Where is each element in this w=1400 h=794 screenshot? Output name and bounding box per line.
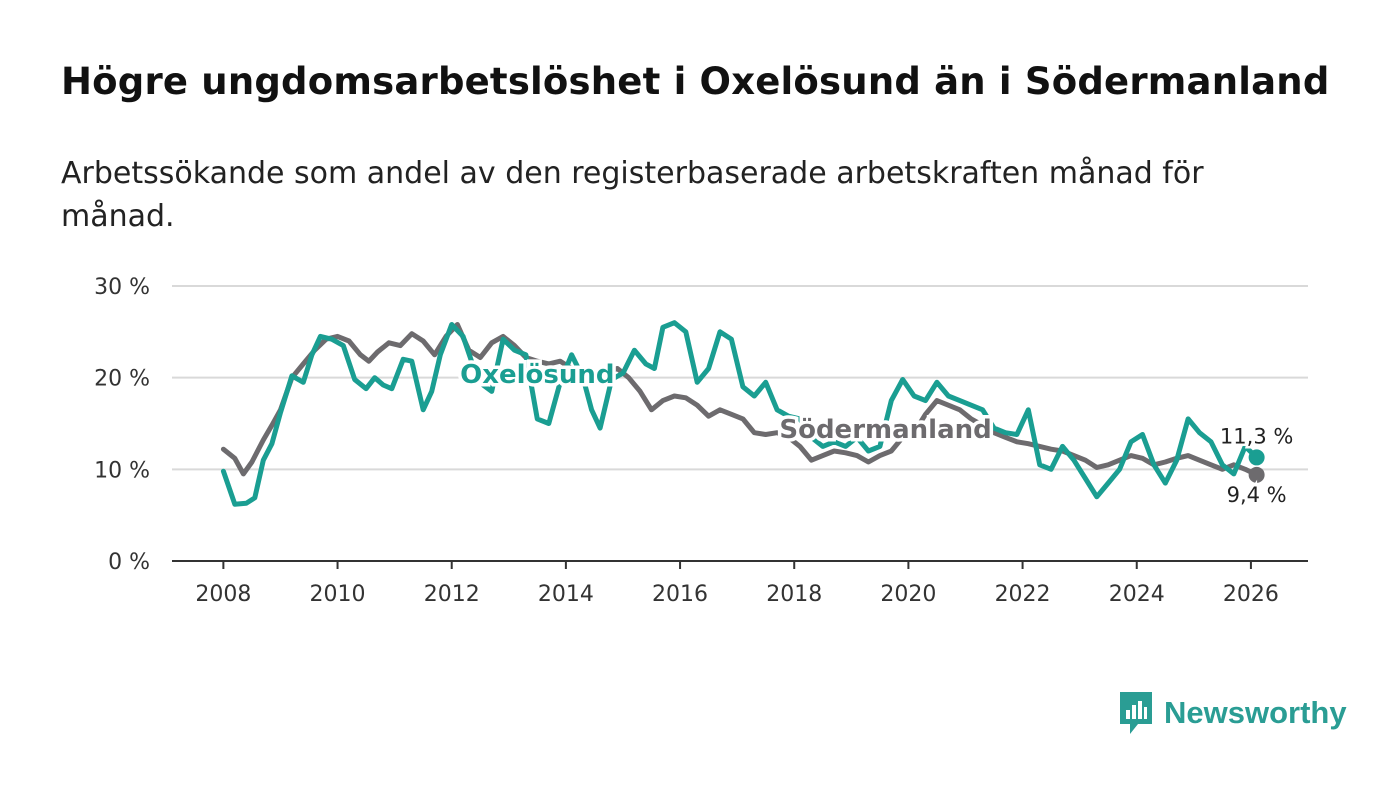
end-point-sodermanland — [1248, 466, 1265, 483]
end-label-oxelosund: 11,3 % — [1220, 424, 1293, 448]
x-tick-label: 2020 — [880, 582, 936, 607]
end-label-sodermanland: 9,4 % — [1227, 483, 1287, 507]
y-tick-label: 0 % — [108, 550, 150, 575]
series-label-sodermanland: Södermanland — [779, 415, 991, 445]
series-label-oxelosund: Oxelösund — [460, 360, 614, 390]
x-tick-label: 2010 — [310, 582, 366, 607]
x-tick-label: 2018 — [766, 582, 822, 607]
brand-name: Newsworthy — [1164, 695, 1347, 730]
x-tick-label: 2016 — [652, 582, 708, 607]
y-tick-label: 20 % — [94, 367, 150, 392]
y-tick-label: 30 % — [94, 275, 150, 300]
series-line-oxelosund — [220, 320, 1260, 507]
x-tick-label: 2024 — [1109, 582, 1165, 607]
newsworthy-logo-icon — [1120, 692, 1152, 734]
chart-subtitle: Arbetssökande som andel av den registerb… — [61, 156, 1204, 234]
newsworthy-brand[interactable]: Newsworthy — [1118, 690, 1347, 736]
end-point-oxelosund — [1248, 449, 1265, 466]
y-tick-label: 10 % — [94, 458, 150, 483]
series-line-sodermanland — [220, 322, 1260, 478]
x-tick-label: 2008 — [195, 582, 251, 607]
x-tick-label: 2014 — [538, 582, 594, 607]
x-tick-label: 2026 — [1223, 582, 1279, 607]
x-tick-label: 2022 — [995, 582, 1051, 607]
x-tick-label: 2012 — [424, 582, 480, 607]
chart-title: Högre ungdomsarbetslöshet i Oxelösund än… — [61, 60, 1330, 103]
